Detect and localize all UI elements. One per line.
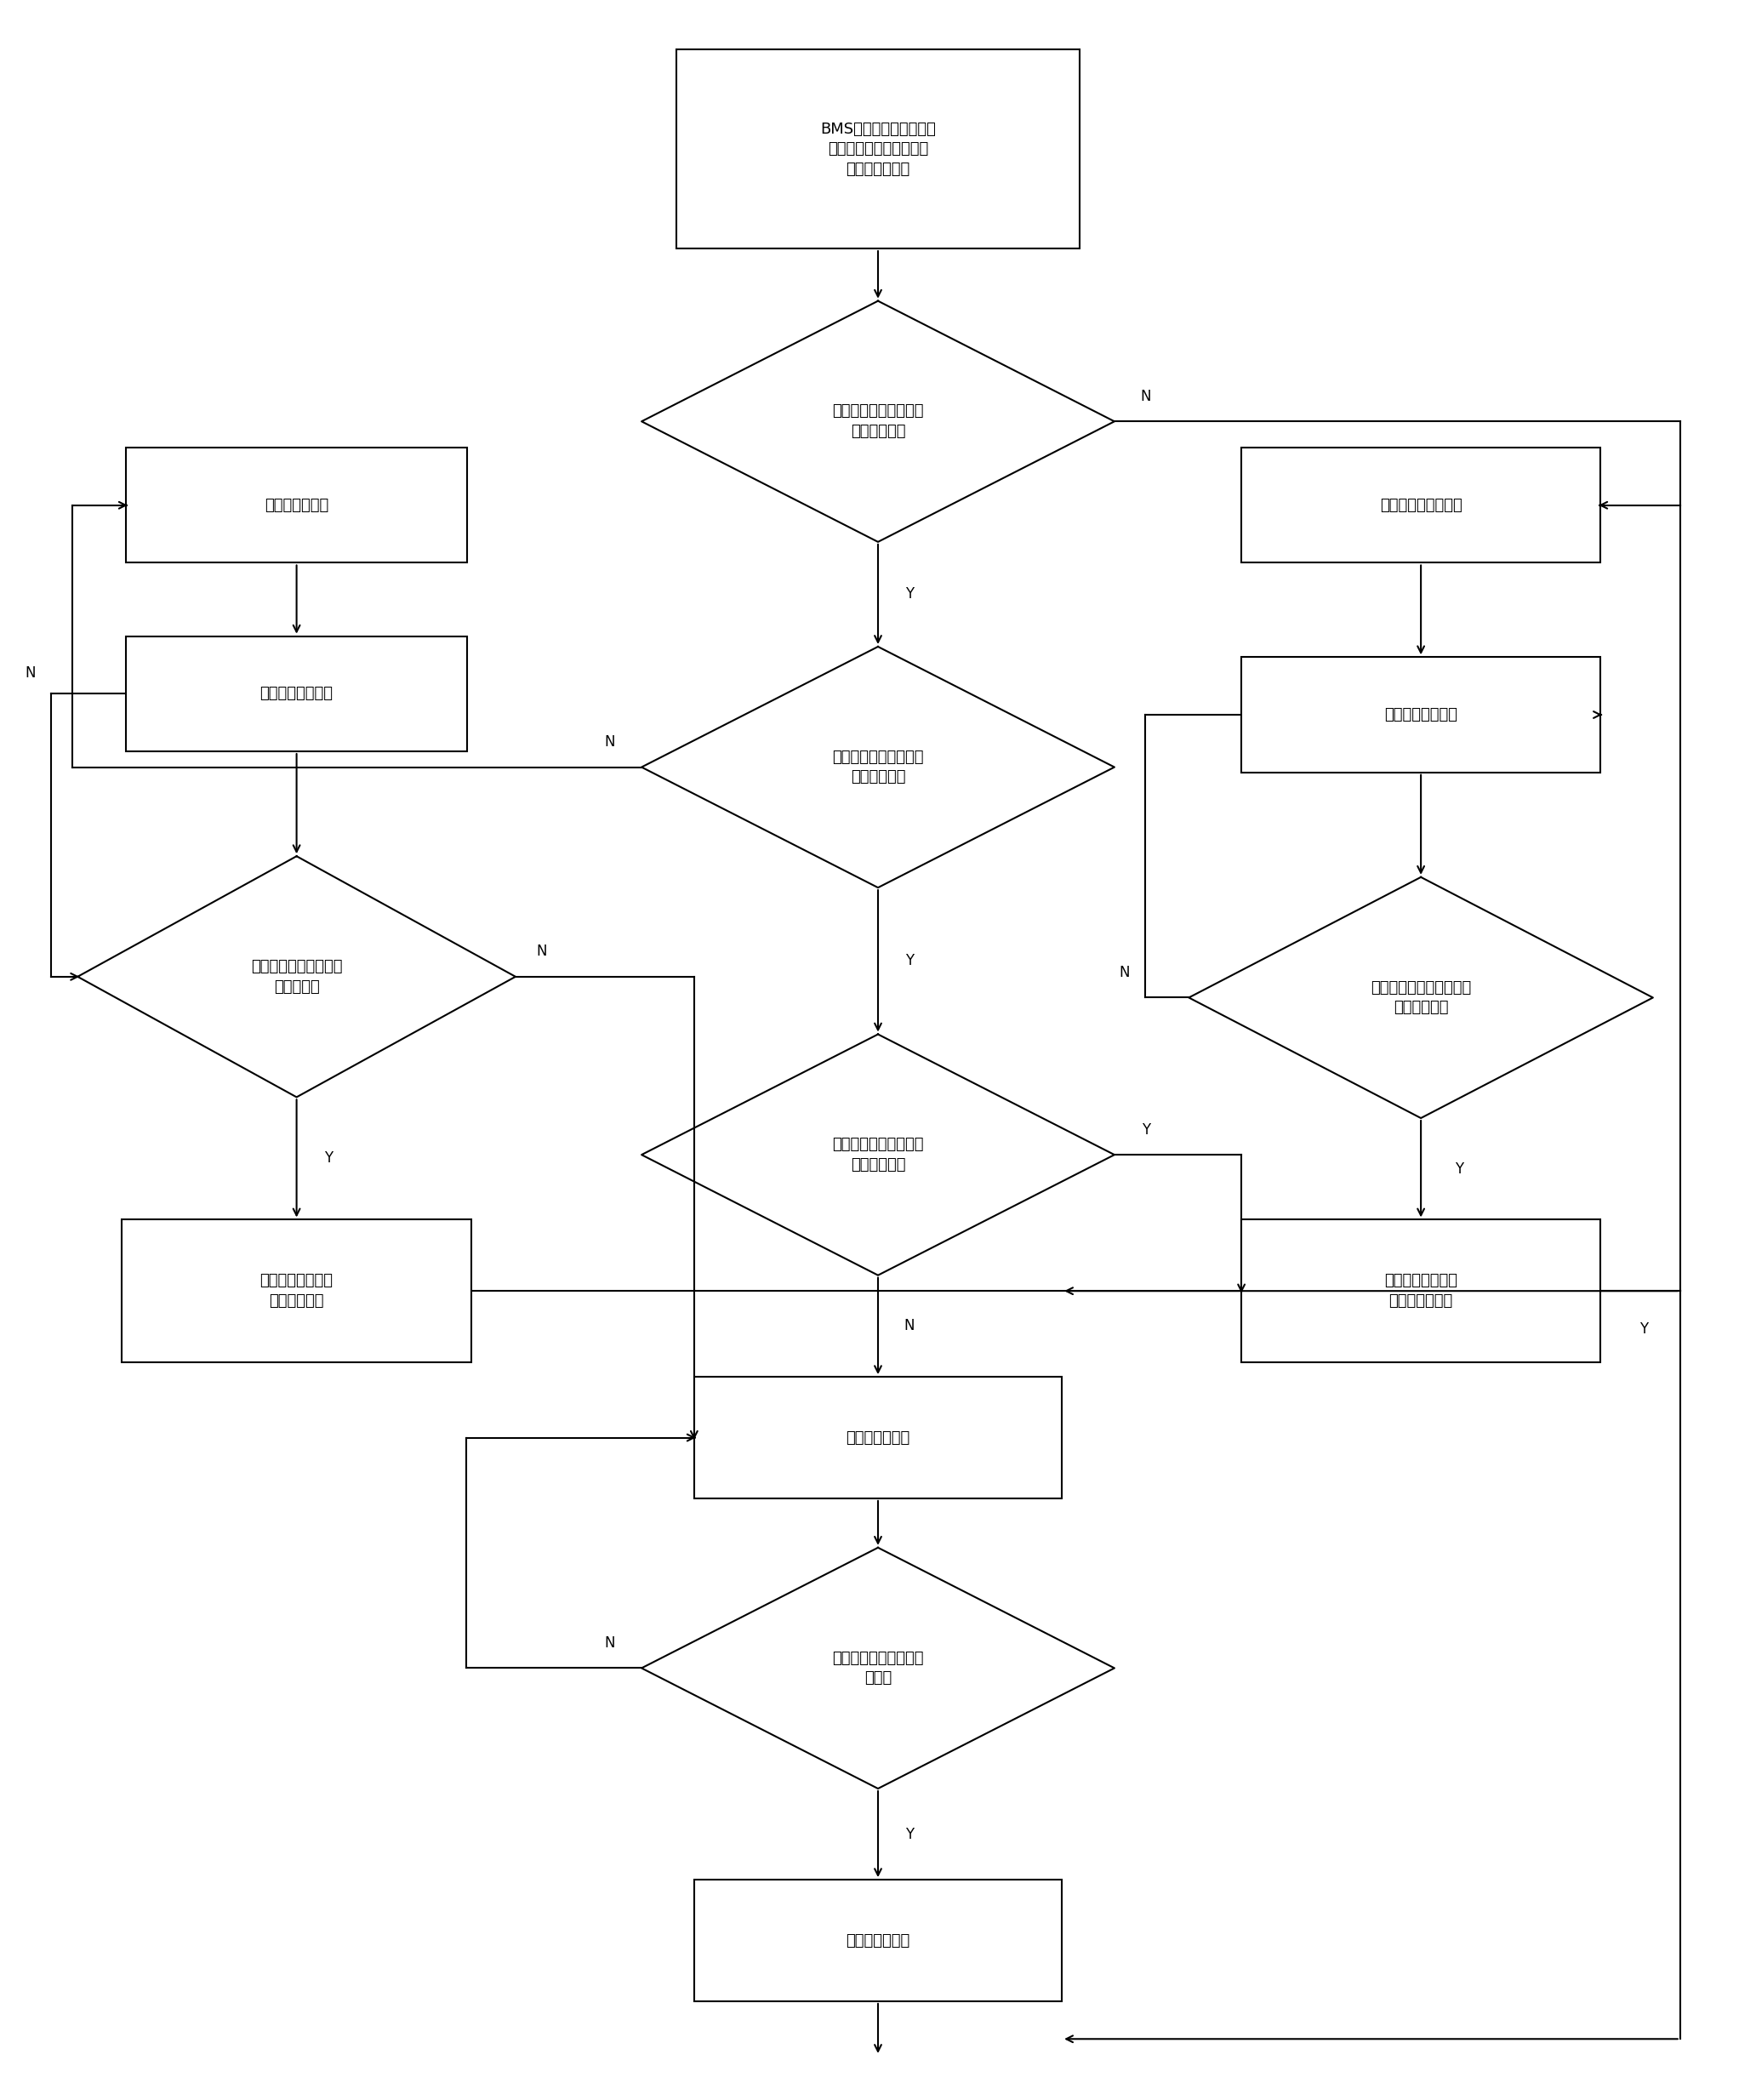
Text: 电池组的高温值是否低
于设定高温值: 电池组的高温值是否低 于设定高温值 bbox=[832, 403, 924, 439]
Text: 启动半导体制冷器: 启动半导体制冷器 bbox=[1384, 708, 1457, 722]
Bar bbox=[1241, 447, 1600, 563]
Text: N: N bbox=[904, 1319, 915, 1334]
Polygon shape bbox=[1189, 878, 1652, 1117]
Text: Y: Y bbox=[1640, 1321, 1649, 1336]
Text: Y: Y bbox=[1456, 1161, 1465, 1176]
Text: 高温值是否低于设定温度
范围的中间值: 高温值是否低于设定温度 范围的中间值 bbox=[1371, 981, 1472, 1014]
Polygon shape bbox=[77, 857, 516, 1096]
Polygon shape bbox=[641, 300, 1115, 542]
Bar bbox=[1241, 1220, 1600, 1363]
Bar bbox=[121, 1220, 472, 1363]
Text: N: N bbox=[536, 943, 548, 960]
Polygon shape bbox=[641, 1035, 1115, 1275]
Text: 启动半导体制热器: 启动半导体制热器 bbox=[260, 687, 334, 701]
Text: Y: Y bbox=[323, 1151, 332, 1166]
Text: 启动内循环风扇: 启动内循环风扇 bbox=[265, 498, 328, 512]
Text: Y: Y bbox=[904, 1827, 913, 1842]
Text: N: N bbox=[604, 1636, 615, 1651]
Polygon shape bbox=[641, 1548, 1115, 1789]
Text: 关闭内循环风扇和
半导体制热器: 关闭内循环风扇和 半导体制热器 bbox=[260, 1273, 334, 1308]
Text: N: N bbox=[1141, 388, 1152, 403]
Text: Y: Y bbox=[904, 953, 913, 968]
Text: 电池组的高低温差是否
在设定: 电池组的高低温差是否 在设定 bbox=[832, 1651, 924, 1686]
Text: N: N bbox=[604, 735, 615, 750]
Text: Y: Y bbox=[904, 586, 913, 603]
Text: 启动内、外循环风扇: 启动内、外循环风扇 bbox=[1380, 498, 1463, 512]
Text: 关闭内外循环风扇
和半导体制冷器: 关闭内外循环风扇 和半导体制冷器 bbox=[1384, 1273, 1457, 1308]
Text: 低温值是否高于设定范
围的中间值: 低温值是否高于设定范 围的中间值 bbox=[251, 960, 342, 995]
Text: 启动内循环风扇: 启动内循环风扇 bbox=[846, 1430, 910, 1445]
Bar bbox=[126, 447, 467, 563]
Text: N: N bbox=[1119, 964, 1129, 981]
Bar bbox=[694, 1880, 1062, 2001]
Text: BMS热管理控制模块读取
电池箱组整体高低温度范
围及温度差设置: BMS热管理控制模块读取 电池箱组整体高低温度范 围及温度差设置 bbox=[820, 122, 936, 176]
Text: N: N bbox=[25, 666, 35, 680]
Bar bbox=[694, 1378, 1062, 1499]
Polygon shape bbox=[641, 647, 1115, 888]
Text: Y: Y bbox=[1141, 1121, 1150, 1138]
Bar bbox=[676, 50, 1080, 248]
Bar bbox=[1241, 657, 1600, 773]
Text: 电池组的低温值是否高
于设定高温值: 电池组的低温值是否高 于设定高温值 bbox=[832, 750, 924, 785]
Text: 电池组的高低温差是否
在设定范围内: 电池组的高低温差是否 在设定范围内 bbox=[832, 1136, 924, 1172]
Bar bbox=[126, 636, 467, 752]
Text: 关闭内循环风扇: 关闭内循环风扇 bbox=[846, 1932, 910, 1949]
